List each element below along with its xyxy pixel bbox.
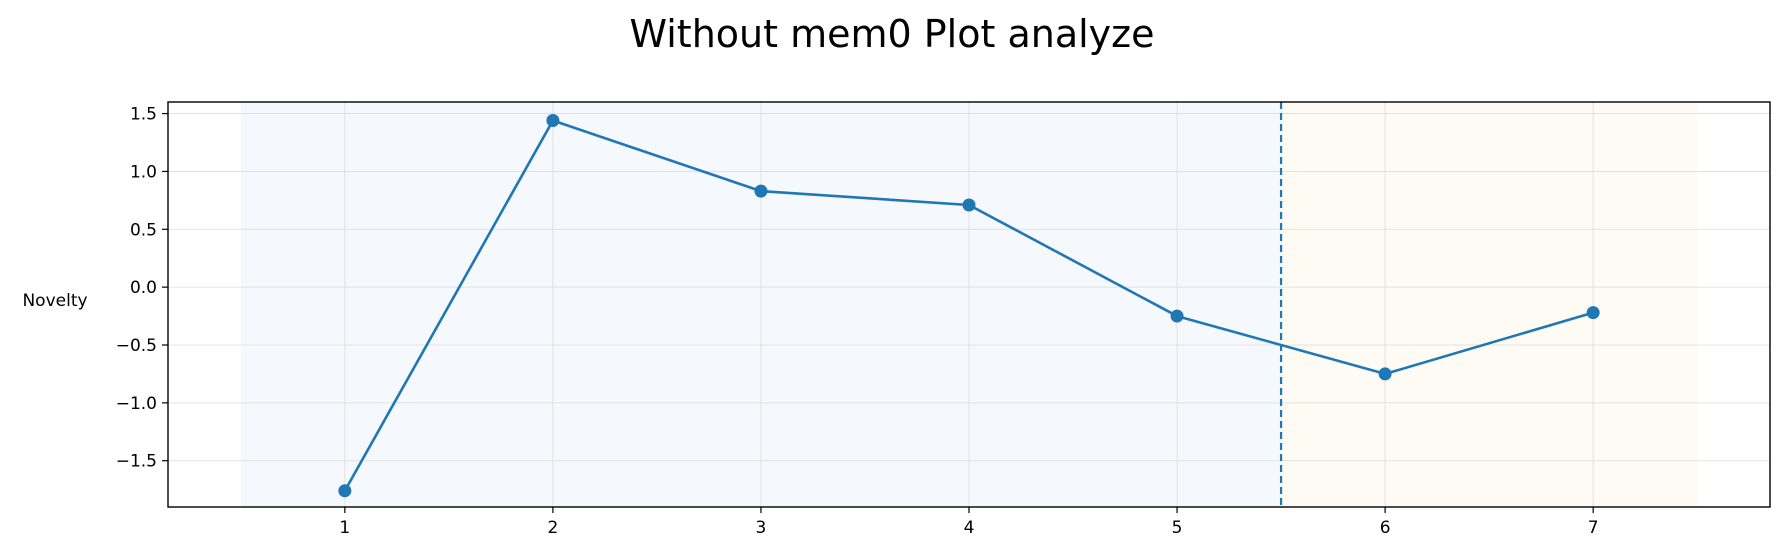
x-tick-label: 1 [339,518,350,538]
chart-title: Without mem0 Plot analyze [630,12,1155,56]
x-axis-ticks: 1 2 3 4 5 6 7 [339,507,1599,538]
shaded-region-2 [1281,102,1698,507]
y-tick-label: −1.5 [116,452,157,472]
y-tick-label: 0.5 [130,220,157,240]
y-tick-label: 0.0 [130,278,157,298]
data-point-3 [754,184,768,198]
data-point-4 [962,198,976,212]
y-tick-label: −0.5 [116,336,157,356]
data-point-2 [546,114,560,128]
data-point-7 [1586,306,1600,320]
x-tick-label: 4 [964,518,975,538]
data-point-1 [338,484,352,498]
grid [168,102,1770,507]
data-point-5 [1170,309,1184,323]
y-tick-label: 1.0 [130,162,157,182]
x-tick-label: 7 [1588,518,1599,538]
x-tick-label: 3 [756,518,767,538]
y-tick-label: 1.5 [130,105,157,125]
y-axis-label: Novelty [22,291,87,311]
data-point-6 [1378,367,1392,381]
x-tick-label: 2 [547,518,558,538]
series [338,114,1600,498]
x-tick-label: 5 [1172,518,1183,538]
y-axis-ticks: −1.5 −1.0 −0.5 0.0 0.5 1.0 1.5 [116,105,168,472]
x-tick-label: 6 [1380,518,1391,538]
y-tick-label: −1.0 [116,394,157,414]
